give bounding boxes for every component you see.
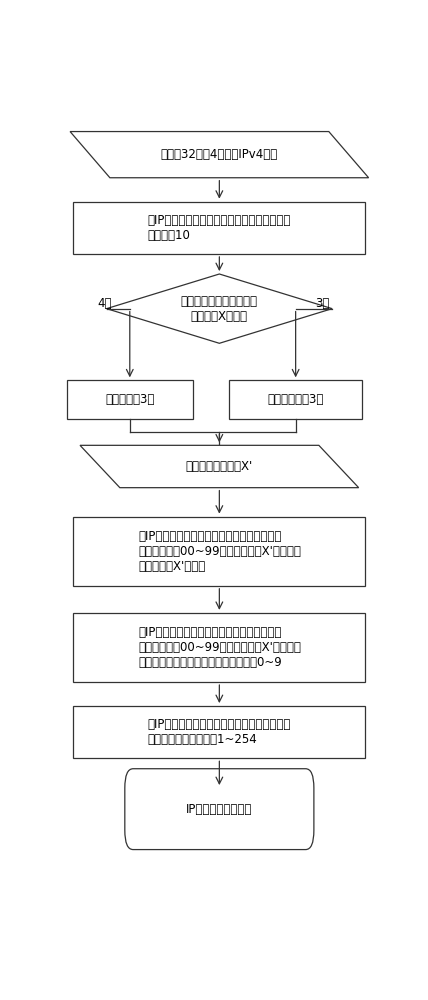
FancyBboxPatch shape <box>74 517 365 586</box>
Text: 判断基础设施所属地区的
电话区号X的位数: 判断基础设施所属地区的 电话区号X的位数 <box>181 295 258 323</box>
Text: IP地址分配方法结束: IP地址分配方法结束 <box>186 803 253 816</box>
Text: 将IP地址第四个字节作为主机号，其对应的十
进制数值的取值范围为1~254: 将IP地址第四个字节作为主机号，其对应的十 进制数值的取值范围为1~254 <box>148 718 291 746</box>
FancyBboxPatch shape <box>74 706 365 758</box>
FancyBboxPatch shape <box>74 202 365 254</box>
Text: 处理后的电话区号X': 处理后的电话区号X' <box>186 460 253 473</box>
Text: 待分配32位（4字节）IPv4地址: 待分配32位（4字节）IPv4地址 <box>161 148 278 161</box>
Text: 保留区号全部3位: 保留区号全部3位 <box>268 393 324 406</box>
Text: 将IP地址第二个字节用十进制数值表示，该数
值取值范围为00~99，十位取值为X'的百位，
个位取值为X'的十位: 将IP地址第二个字节用十进制数值表示，该数 值取值范围为00~99，十位取值为X… <box>138 530 301 573</box>
Text: 保留区号后3位: 保留区号后3位 <box>105 393 155 406</box>
Polygon shape <box>80 445 359 488</box>
FancyBboxPatch shape <box>229 380 362 419</box>
Polygon shape <box>70 132 369 178</box>
Polygon shape <box>107 274 332 343</box>
FancyBboxPatch shape <box>67 380 193 419</box>
Text: 将IP地址第一个字节用十进制数值表示，该数
值取值为10: 将IP地址第一个字节用十进制数值表示，该数 值取值为10 <box>148 214 291 242</box>
Text: 将IP地址第三个字节用十进制数值表示，该数
值取值范围为00~99，十位取值为X'的个位，
个位根据基础设施所属行业类别取值为0~9: 将IP地址第三个字节用十进制数值表示，该数 值取值范围为00~99，十位取值为X… <box>138 626 301 669</box>
Text: 4位: 4位 <box>98 297 112 310</box>
FancyBboxPatch shape <box>74 613 365 682</box>
FancyBboxPatch shape <box>125 769 314 850</box>
Text: 3位: 3位 <box>315 297 330 310</box>
